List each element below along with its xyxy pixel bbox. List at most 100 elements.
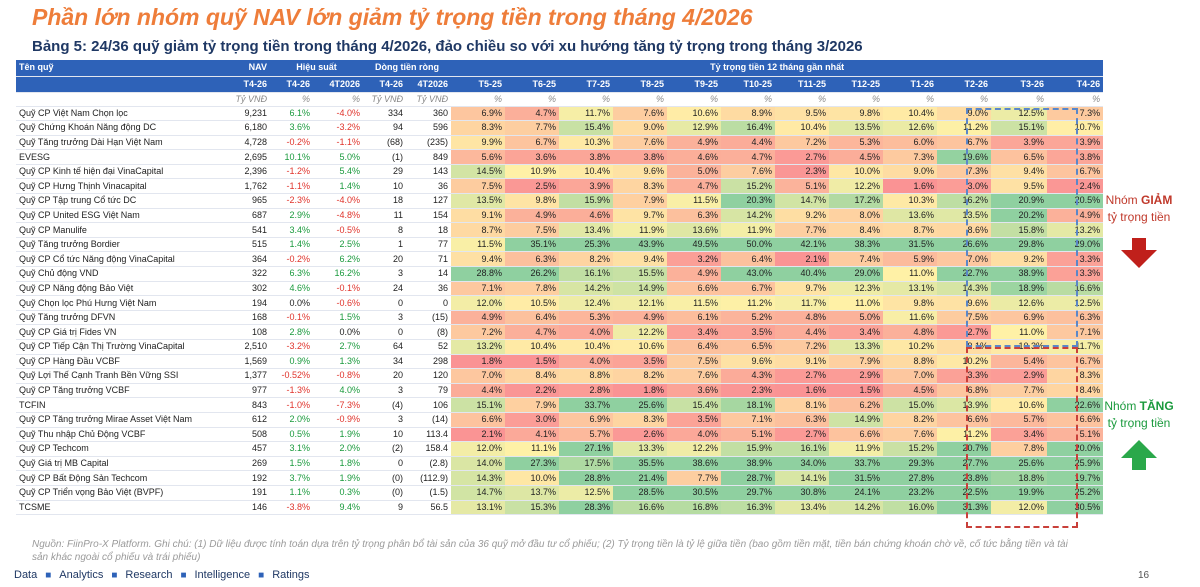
cash-weight-cell: 8.7% [883,222,938,238]
nav-value: 843 [220,397,270,413]
cash-weight-cell: 11.9% [613,222,668,238]
cash-weight-cell: 7.6% [613,106,668,122]
nav-value: 168 [220,310,270,326]
cash-weight-cell: 16.0% [883,500,938,516]
cash-weight-cell: 8.4% [1047,383,1104,399]
cash-weight-cell: 6.3% [505,251,560,268]
perf-ytd: -0.1% [313,281,364,297]
cash-weight-cell: 6.3% [775,412,830,428]
cash-weight-cell: 11.7% [559,106,614,122]
cash-weight-cell: 29.0% [829,266,884,282]
cash-weight-cell: 10.4% [559,164,614,180]
cash-weight-cell: 14.9% [829,412,884,428]
nav-value: 541 [220,222,270,238]
flow-ytd: 120 [406,368,452,384]
cash-weight-cell: 12.5% [559,485,614,501]
cash-weight-cell: 10.4% [505,339,560,355]
header-col: T4-26 [1047,76,1104,93]
cash-weight-cell: 28.5% [613,485,668,501]
cash-weight-cell: 3.4% [829,324,884,340]
perf-month: -3.2% [270,339,313,355]
cash-weight-cell: 4.4% [721,135,776,151]
cash-weight-cell: 5.7% [559,427,614,443]
header-unit: % [505,92,560,107]
nav-value: 302 [220,281,270,297]
cash-weight-cell: 7.7% [775,222,830,238]
nav-value: 2,396 [220,164,270,180]
cash-weight-cell: 1.6% [883,178,938,195]
cash-weight-cell: 13.1% [883,281,938,297]
header-unit: % [937,92,992,107]
cash-weight-cell: 12.1% [613,295,668,311]
header-col: T5-25 [451,76,506,93]
perf-ytd: 9.4% [313,500,364,516]
nav-value: 508 [220,427,270,443]
cash-weight-cell: 9.6% [937,295,992,311]
cash-weight-cell: 29.8% [991,237,1048,253]
cash-weight-cell: 6.5% [991,149,1048,165]
header-unit: % [313,92,364,107]
cash-weight-cell: 2.1% [451,427,506,443]
nav-value: 1,377 [220,368,270,384]
cash-weight-cell: 8.2% [559,251,614,268]
perf-ytd: -3.2% [313,120,364,136]
cash-weight-cell: 12.2% [829,178,884,195]
nav-value: 192 [220,470,270,486]
cash-weight-cell: 20.0% [1047,441,1104,457]
cash-weight-cell: 14.1% [775,470,830,486]
table-row: Quỹ Chủ động VND 322 6.3% 16.2% 3 14 28.8% 26.2… [16,266,1104,282]
flow-ytd: 14 [406,266,452,282]
up-arrow-icon [1121,440,1157,470]
cash-weight-cell: 9.6% [613,164,668,180]
cash-weight-cell: 3.8% [1047,149,1104,165]
cash-weight-cell: 13.4% [559,222,614,238]
perf-month: 2.8% [270,324,313,340]
perf-ytd: 1.9% [313,427,364,443]
flow-month: 0 [363,456,407,472]
cash-weight-cell: 5.2% [721,310,776,326]
cash-weight-cell: 8.3% [1047,368,1104,384]
cash-weight-cell: 3.9% [991,135,1048,151]
perf-ytd: 1.4% [313,178,364,195]
cash-weight-cell: 35.1% [505,237,560,253]
cash-weight-cell: 15.2% [883,441,938,457]
perf-month: -0.1% [270,310,313,326]
cash-weight-cell: 11.0% [829,295,884,311]
fund-name: TCFIN [16,397,220,413]
fund-name: TCSME [16,500,220,516]
cash-weight-cell: 6.3% [1047,310,1104,326]
cash-weight-cell: 29.3% [883,456,938,472]
cash-weight-cell: 3.6% [667,383,722,399]
cash-weight-cell: 2.5% [505,178,560,195]
cash-weight-cell: 3.5% [721,324,776,340]
flow-month: (0) [363,470,407,486]
perf-ytd: -1.1% [313,135,364,151]
nav-value: 2,695 [220,149,270,165]
flow-month: 1 [363,237,407,253]
cash-weight-cell: 8.2% [613,368,668,384]
cash-weight-cell: 9.0% [883,164,938,180]
fund-name: Quỹ Thu nhập Chủ Động VCBF [16,427,220,443]
cash-weight-cell: 6.6% [667,281,722,297]
perf-month: 3.6% [270,120,313,136]
cash-weight-cell: 12.2% [667,441,722,457]
cash-weight-cell: 15.5% [613,266,668,282]
cash-weight-cell: 11.2% [937,427,992,443]
cash-weight-cell: 8.6% [937,222,992,238]
cash-weight-cell: 20.2% [991,208,1048,224]
flow-month: 94 [363,120,407,136]
flow-month: (2) [363,441,407,457]
cash-weight-cell: 3.8% [559,149,614,165]
cash-weight-cell: 4.9% [613,310,668,326]
cash-weight-cell: 5.6% [451,149,506,165]
cash-weight-cell: 35.5% [613,456,668,472]
cash-weight-cell: 27.8% [883,470,938,486]
cash-weight-cell: 18.9% [991,281,1048,297]
cash-weight-cell: 5.1% [1047,427,1104,443]
cash-weight-cell: 26.6% [937,237,992,253]
cash-weight-cell: 6.8% [937,383,992,399]
header-unit: % [775,92,830,107]
cash-weight-cell: 25.9% [1047,456,1104,472]
cash-weight-cell: 20.7% [937,441,992,457]
flow-ytd: 56.5 [406,500,452,516]
